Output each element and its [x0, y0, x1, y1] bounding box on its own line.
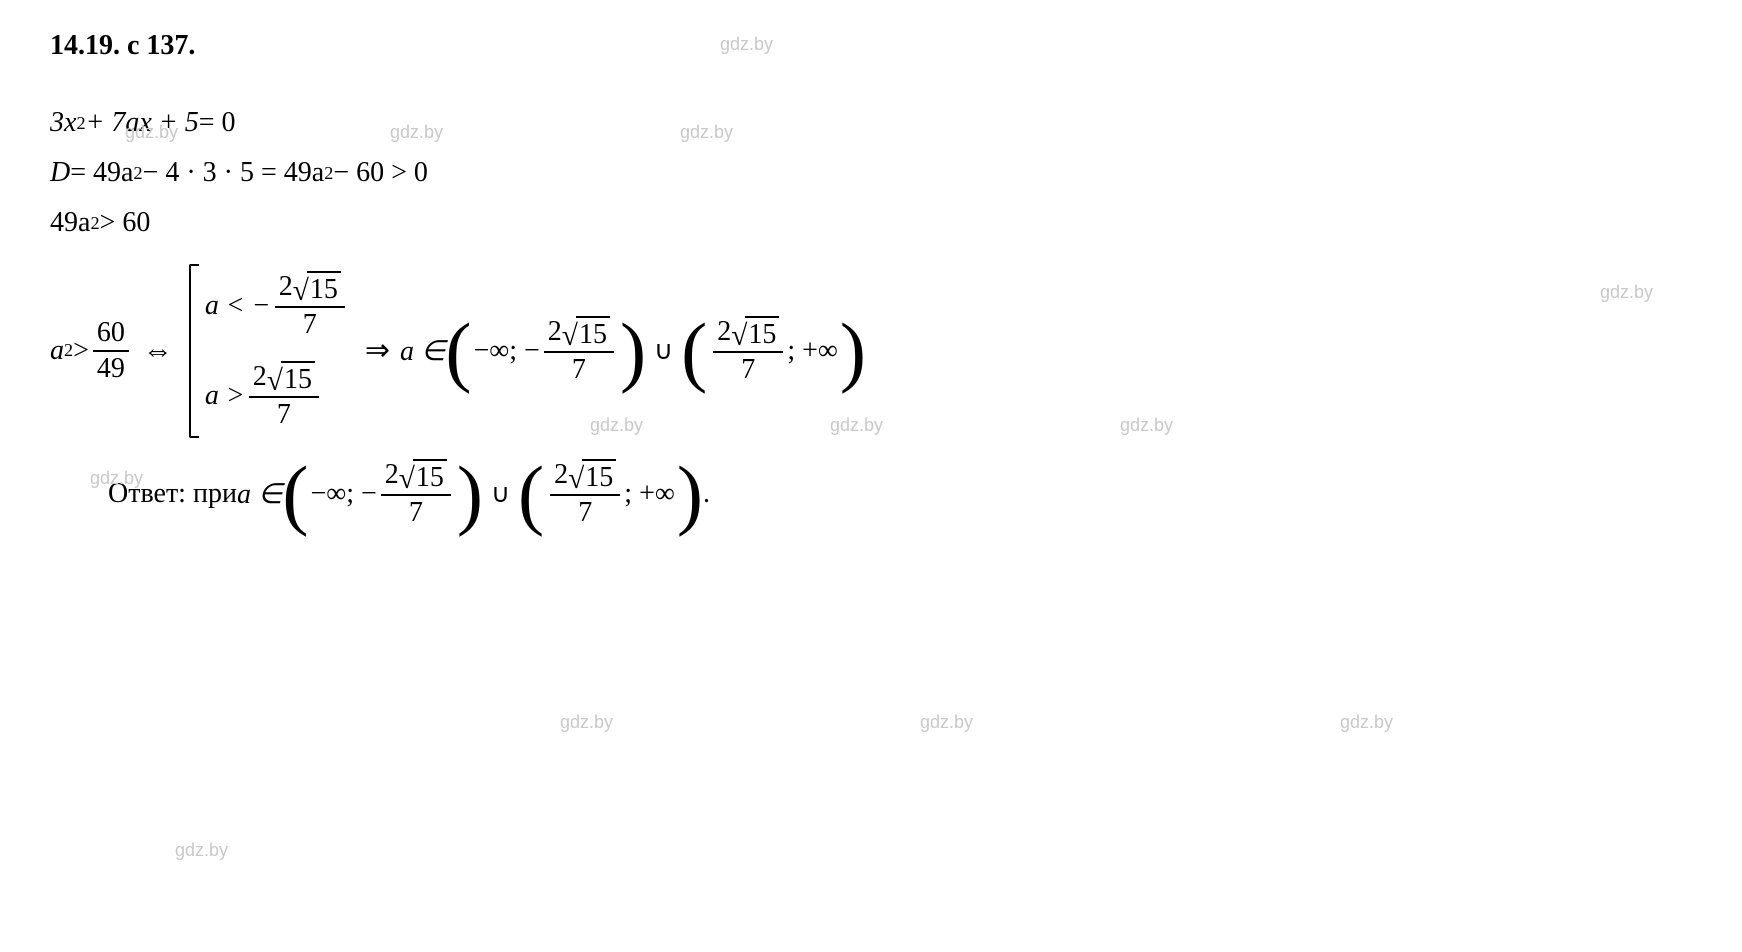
int2-coef: 2: [717, 316, 731, 347]
int1-neginf: −∞; −: [473, 335, 539, 367]
eq3-gt: > 60: [100, 207, 151, 239]
int2-frac: 2√15 7: [713, 315, 783, 387]
cases-bracket: a < − 2√15 7 a > 2√15 7: [189, 264, 349, 438]
case1-sqrt: √15: [293, 271, 341, 307]
int1-num: 2√15: [544, 315, 614, 353]
ans-int1-neginf: −∞; −: [310, 478, 376, 510]
eq3-lhs: 49a: [50, 207, 90, 239]
problem-heading: 14.19. с 137.: [50, 30, 1692, 62]
ans-int1-den: 7: [405, 496, 427, 530]
equation-1: 3x2 + 7ax + 5 = 0: [50, 102, 1692, 144]
equation-2: D = 49a2 − 4 · 3 · 5 = 49a2 − 60 > 0: [50, 152, 1692, 194]
answer-interval-1: ( −∞; − 2√15 7 ): [282, 458, 483, 530]
int2-sqrt: √15: [731, 316, 779, 352]
int1-coef: 2: [548, 316, 562, 347]
ans-int2-sqrt: √15: [568, 459, 616, 495]
interval-2: ( 2√15 7 ; +∞ ): [681, 315, 866, 387]
eq4-gt: >: [73, 335, 89, 367]
eq2-sup2: 2: [324, 163, 333, 184]
int2-rad: 15: [745, 316, 779, 352]
int1-frac: 2√15 7: [544, 315, 614, 387]
answer-interval-2: ( 2√15 7 ; +∞ ): [518, 458, 703, 530]
answer-line: Ответ: при a ∈ ( −∞; − 2√15 7 ) ∪ ( 2√15…: [108, 458, 1692, 530]
case2-a: a >: [205, 380, 245, 412]
ans-int1-num: 2√15: [381, 458, 451, 496]
eq3-sup: 2: [90, 213, 99, 234]
eq2-mid: − 4 · 3 · 5 = 49a: [143, 157, 325, 189]
case2-frac: 2√15 7: [249, 360, 319, 432]
answer-dot: .: [703, 478, 710, 510]
case2-coef: 2: [253, 361, 267, 392]
frac-num: 60: [93, 316, 129, 352]
eq1-mid: + 7ax + 5: [86, 107, 199, 139]
ans-int2-coef: 2: [554, 459, 568, 490]
equation-4: a2 > 60 49 ⇔ a < − 2√15 7 a > 2√15: [50, 264, 1692, 438]
watermark-text: gdz.by: [560, 712, 613, 733]
int2-posinf: ; +∞: [787, 335, 838, 367]
eq4-ain: a ∈: [400, 334, 445, 368]
cases-rows: a < − 2√15 7 a > 2√15 7: [205, 264, 349, 438]
eq1-eq: = 0: [199, 107, 236, 139]
ans-int2-num: 2√15: [550, 458, 620, 496]
frac-den: 49: [93, 352, 129, 386]
union-symbol-2: ∪: [491, 479, 510, 509]
case1-rad: 15: [307, 271, 341, 307]
ans-int2-frac: 2√15 7: [550, 458, 620, 530]
ans-int1-sqrt: √15: [399, 459, 447, 495]
eq1-lhs: 3x: [50, 107, 76, 139]
ans-int2-rad: 15: [582, 459, 616, 495]
eq4-a: a: [50, 335, 64, 367]
union-symbol-1: ∪: [654, 336, 673, 366]
ans-int1-rad: 15: [413, 459, 447, 495]
eq4-frac-60-49: 60 49: [93, 316, 129, 385]
case1-den: 7: [299, 308, 321, 342]
watermark-text: gdz.by: [920, 712, 973, 733]
case-row-2: a > 2√15 7: [205, 360, 349, 432]
ans-int1-coef: 2: [385, 459, 399, 490]
watermark-text: gdz.by: [1340, 712, 1393, 733]
case1-num: 2√15: [275, 270, 345, 308]
eq2-eq: = 49a: [70, 157, 133, 189]
ans-int2-posinf: ; +∞: [624, 478, 675, 510]
bracket-icon: [189, 264, 199, 438]
case1-coef: 2: [279, 271, 293, 302]
int1-den: 7: [568, 353, 590, 387]
case1-a: a < −: [205, 290, 271, 322]
eq1-sup1: 2: [76, 113, 85, 134]
answer-ain: a ∈: [237, 477, 282, 511]
eq2-d: D: [50, 157, 70, 189]
eq2-sup1: 2: [133, 163, 142, 184]
answer-label: Ответ: при: [108, 478, 237, 510]
case-row-1: a < − 2√15 7: [205, 270, 349, 342]
int1-sqrt: √15: [562, 316, 610, 352]
watermark-text: gdz.by: [175, 840, 228, 861]
int2-num: 2√15: [713, 315, 783, 353]
case2-den: 7: [273, 398, 295, 432]
eq2-end: − 60 > 0: [333, 157, 428, 189]
case1-frac: 2√15 7: [275, 270, 345, 342]
int1-rad: 15: [576, 316, 610, 352]
case2-sqrt: √15: [267, 361, 315, 397]
implies-symbol: ⇒: [365, 333, 390, 368]
interval-1: ( −∞; − 2√15 7 ): [445, 315, 646, 387]
heading-text: 14.19. с 137.: [50, 30, 195, 61]
int2-den: 7: [737, 353, 759, 387]
ans-int1-frac: 2√15 7: [381, 458, 451, 530]
iff-symbol: ⇔: [143, 334, 173, 368]
case2-rad: 15: [281, 361, 315, 397]
case2-num: 2√15: [249, 360, 319, 398]
ans-int2-den: 7: [574, 496, 596, 530]
eq4-sup: 2: [64, 340, 73, 361]
equation-3: 49a2 > 60: [50, 202, 1692, 244]
